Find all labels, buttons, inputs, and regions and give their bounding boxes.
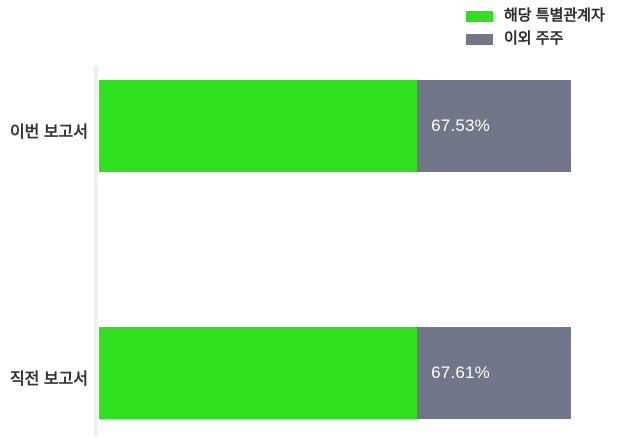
legend-item-1[interactable]: 이외 주주 [466, 31, 605, 47]
legend-item-0[interactable]: 해당 특별관계자 [466, 8, 605, 24]
bar-segment-insiders-0[interactable] [99, 80, 418, 172]
legend-label-0: 해당 특별관계자 [504, 7, 605, 24]
bar-value-label-1: 67.61% [431, 363, 490, 382]
bar-value-label-0: 67.53% [431, 116, 490, 135]
chart-legend: 해당 특별관계자 이외 주주 [466, 8, 605, 47]
legend-swatch-green-icon [466, 10, 493, 22]
legend-swatch-gray-icon [466, 33, 493, 45]
y-axis-line [94, 65, 98, 437]
category-label-0: 이번 보고서 [9, 124, 88, 141]
bar-row[interactable]: 67.61% [99, 327, 571, 419]
bar-segment-others-0[interactable]: 67.53% [417, 80, 571, 172]
bar-row[interactable]: 67.53% [99, 80, 571, 172]
legend-label-1: 이외 주주 [504, 30, 564, 47]
bar-segment-insiders-1[interactable] [99, 327, 418, 419]
bar-segment-others-1[interactable]: 67.61% [417, 327, 571, 419]
category-label-1: 직전 보고서 [9, 371, 88, 388]
